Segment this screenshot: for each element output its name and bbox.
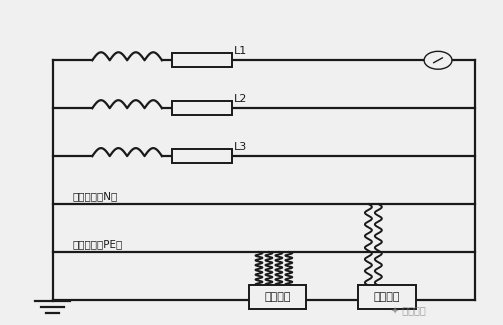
Circle shape bbox=[424, 51, 452, 69]
Bar bbox=[359, 285, 415, 309]
Bar bbox=[172, 101, 231, 115]
Text: L2: L2 bbox=[234, 94, 247, 104]
Bar bbox=[249, 285, 306, 309]
Text: 工作零线（N）: 工作零线（N） bbox=[72, 191, 118, 202]
Bar bbox=[172, 149, 231, 163]
Text: 三相设备: 三相设备 bbox=[265, 292, 291, 303]
Text: L1: L1 bbox=[234, 46, 247, 57]
Text: ✦ 电力实事: ✦ 电力实事 bbox=[391, 306, 426, 316]
Text: 单相设备: 单相设备 bbox=[374, 292, 400, 303]
Text: 保护零线（PE）: 保护零线（PE） bbox=[72, 240, 123, 249]
Text: L3: L3 bbox=[234, 142, 247, 152]
Bar bbox=[172, 53, 231, 68]
